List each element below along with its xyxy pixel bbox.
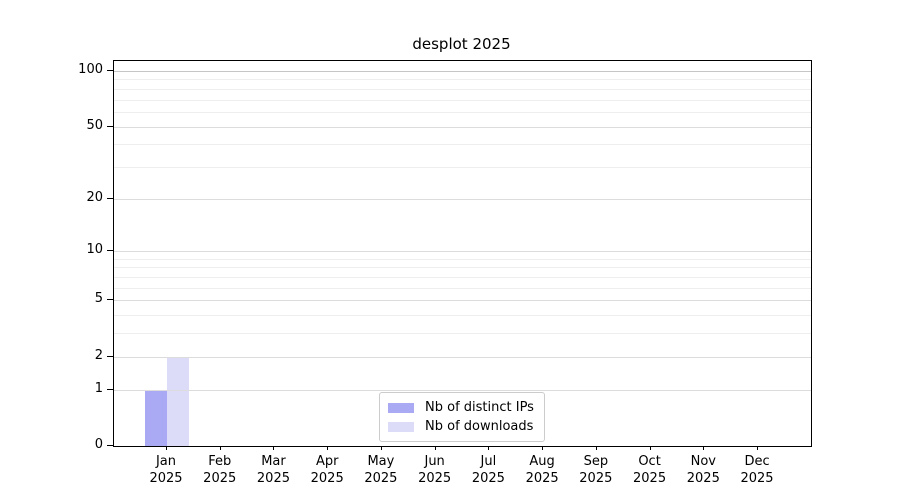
- x-tick-month: Oct: [638, 454, 661, 469]
- x-tick-mark: [488, 446, 490, 450]
- gridline-major: [114, 71, 811, 72]
- x-tick-mark: [434, 446, 436, 450]
- x-tick-month: May: [367, 454, 395, 469]
- bar-downloads-jan: [167, 356, 189, 446]
- gridline-major: [114, 251, 811, 253]
- plot-area: Nb of distinct IPs Nb of downloads: [113, 60, 812, 447]
- legend-label: Nb of distinct IPs: [425, 400, 534, 415]
- gridline-minor: [114, 79, 811, 81]
- x-tick-year: 2025: [364, 471, 398, 486]
- y-tick-mark: [107, 197, 113, 199]
- x-tick-mark: [380, 446, 382, 450]
- x-tick-mark: [595, 446, 597, 450]
- x-tick-mark: [757, 446, 759, 450]
- x-tick-mark: [542, 446, 544, 450]
- x-tick-label-jul: Jul 2025: [458, 453, 518, 487]
- gridline-minor: [114, 166, 811, 168]
- x-tick-year: 2025: [256, 471, 290, 486]
- y-tick-mark: [107, 70, 113, 71]
- x-tick-month: Sep: [583, 454, 609, 469]
- x-tick-mark: [273, 446, 275, 450]
- y-tick-label: 0: [94, 437, 103, 452]
- x-tick-month: Apr: [315, 454, 339, 469]
- gridline-minor: [114, 258, 811, 260]
- x-tick-year: 2025: [579, 471, 613, 486]
- x-tick-month: Jun: [424, 454, 445, 469]
- y-tick-label: 5: [94, 291, 103, 307]
- x-tick-year: 2025: [471, 471, 505, 486]
- x-tick-year: 2025: [686, 471, 720, 486]
- x-tick-month: Nov: [690, 454, 716, 469]
- x-tick-month: Dec: [744, 454, 770, 469]
- x-tick-year: 2025: [740, 471, 774, 486]
- gridline-major: [114, 198, 811, 200]
- gridline-minor: [114, 315, 811, 317]
- gridline-minor: [114, 88, 811, 90]
- x-tick-label-aug: Aug 2025: [512, 453, 572, 487]
- y-tick-label: 2: [94, 347, 103, 363]
- gridline-minor: [114, 111, 811, 113]
- y-tick-mark: [107, 299, 113, 301]
- x-tick-month: Jan: [155, 454, 177, 469]
- legend-swatch-icon: [388, 421, 414, 432]
- y-tick-label: 10: [86, 242, 103, 258]
- legend: Nb of distinct IPs Nb of downloads: [379, 392, 545, 442]
- x-tick-label-oct: Oct 2025: [620, 453, 680, 487]
- x-tick-month: Mar: [261, 454, 286, 469]
- x-tick-month: Aug: [529, 454, 555, 469]
- x-tick-label-dec: Dec 2025: [727, 453, 787, 487]
- gridline-minor: [114, 277, 811, 279]
- x-tick-label-may: May 2025: [351, 453, 411, 487]
- x-tick-label-apr: Apr 2025: [297, 453, 357, 487]
- x-tick-mark: [219, 446, 221, 450]
- x-tick-year: 2025: [418, 471, 452, 486]
- legend-item-downloads: Nb of downloads: [388, 417, 536, 436]
- y-tick-mark: [107, 125, 113, 127]
- x-tick-label-nov: Nov 2025: [673, 453, 733, 487]
- gridline-major: [114, 126, 811, 128]
- y-tick-mark: [107, 355, 113, 357]
- x-tick-label-mar: Mar 2025: [243, 453, 303, 487]
- gridline-minor: [114, 333, 811, 335]
- x-tick-label-feb: Feb 2025: [190, 453, 250, 487]
- gridline-minor: [114, 267, 811, 269]
- x-tick-year: 2025: [310, 471, 344, 486]
- y-tick-mark: [107, 250, 113, 252]
- gridline-minor: [114, 287, 811, 289]
- gridline-minor: [114, 99, 811, 101]
- gridline-major: [114, 300, 811, 302]
- y-tick-mark: [107, 445, 113, 446]
- x-tick-year: 2025: [203, 471, 237, 486]
- x-tick-mark: [703, 446, 705, 450]
- x-tick-label-jan: Jan 2025: [136, 453, 196, 487]
- bar-distinct-ips-jan: [145, 389, 167, 446]
- gridline-minor: [114, 144, 811, 146]
- gridline-major: [114, 356, 811, 358]
- x-tick-mark: [166, 446, 167, 450]
- legend-item-distinct-ips: Nb of distinct IPs: [388, 398, 536, 417]
- x-tick-label-sep: Sep 2025: [566, 453, 626, 487]
- legend-label: Nb of downloads: [425, 419, 534, 434]
- gridline-major: [114, 389, 811, 391]
- x-tick-mark: [327, 446, 329, 450]
- x-tick-year: 2025: [525, 471, 559, 486]
- x-tick-year: 2025: [633, 471, 667, 486]
- x-tick-month: Jul: [480, 454, 497, 469]
- x-tick-label-jun: Jun 2025: [405, 453, 465, 487]
- y-tick-mark: [107, 388, 113, 390]
- chart-title: desplot 2025: [412, 35, 511, 53]
- x-tick-mark: [649, 446, 651, 450]
- x-tick-year: 2025: [149, 471, 183, 486]
- y-tick-label: 20: [86, 189, 103, 205]
- x-tick-month: Feb: [208, 454, 232, 469]
- y-tick-label: 50: [86, 117, 103, 133]
- y-tick-label: 1: [94, 380, 103, 396]
- y-tick-label: 100: [78, 62, 103, 77]
- legend-swatch-icon: [388, 402, 414, 413]
